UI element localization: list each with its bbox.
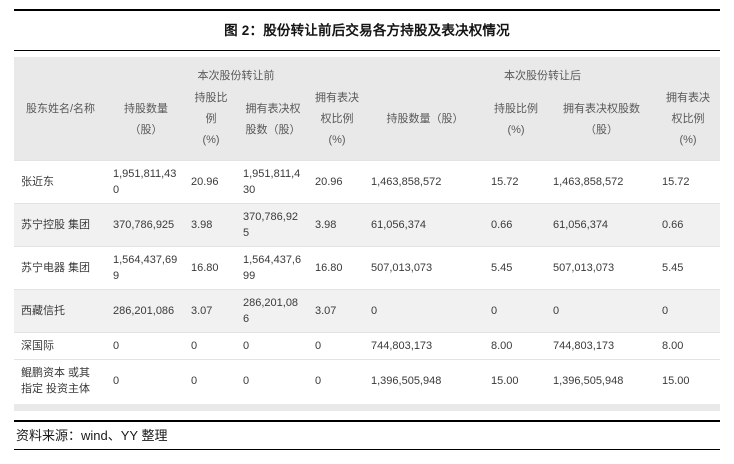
value-cell: 15.72 — [485, 160, 547, 204]
value-cell: 8.00 — [485, 332, 547, 360]
value-cell: 20.96 — [185, 160, 237, 204]
value-cell: 1,564,437,699 — [237, 246, 309, 290]
col-header-after-shares: 持股数量（股） — [365, 87, 485, 161]
data-source: 资料来源：wind、YY 整理 — [16, 428, 168, 443]
value-cell: 286,201,086 — [107, 289, 185, 333]
value-cell: 5.45 — [656, 246, 720, 290]
value-cell: 0 — [237, 332, 309, 360]
value-cell: 1,564,437,699 — [107, 246, 185, 290]
value-cell: 0.66 — [485, 203, 547, 247]
shareholder-name-cell: 西藏信托 — [14, 289, 107, 333]
value-cell: 15.00 — [485, 359, 547, 402]
value-cell: 0 — [309, 332, 365, 360]
value-cell: 0 — [107, 359, 185, 402]
value-cell: 0 — [185, 359, 237, 402]
value-cell: 0 — [485, 289, 547, 333]
value-cell: 20.96 — [309, 160, 365, 204]
col-header-after-voting-ratio: 拥有表决 权比例 (%) — [656, 87, 720, 161]
value-cell: 1,951,811,430 — [237, 160, 309, 204]
value-cell: 15.00 — [656, 359, 720, 402]
value-cell: 15.72 — [656, 160, 720, 204]
value-cell: 1,463,858,572 — [547, 160, 656, 204]
table-row: 西藏信托 286,201,086 3.07 286,201,086 3.07 0 0 0 0 — [14, 289, 720, 333]
col-header-shareholder: 股东姓名/名称 — [14, 57, 107, 161]
value-cell: 1,396,505,948 — [365, 359, 485, 402]
value-cell: 1,396,505,948 — [547, 359, 656, 402]
shareholder-name-cell: 鲲鹏资本 或其指定 投资主体 — [14, 359, 107, 402]
top-rule — [14, 9, 720, 11]
table-row: 苏宁控股 集团 370,786,925 3.98 370,786,925 3.98 61,… — [14, 203, 720, 247]
title-underline-rule — [14, 50, 720, 51]
value-cell: 3.98 — [309, 203, 365, 247]
table-row: 深国际 0 0 0 0 744,803,173 8.00 744,803,173 8.00 — [14, 332, 720, 360]
table-bottom-strip — [14, 404, 720, 411]
value-cell: 744,803,173 — [365, 332, 485, 360]
value-cell: 0 — [107, 332, 185, 360]
report-figure: 图 2：股份转让前后交易各方持股及表决权情况 股东姓名/名称 本次股份转让前 本… — [0, 9, 734, 450]
value-cell: 507,013,073 — [365, 246, 485, 290]
value-cell: 507,013,073 — [547, 246, 656, 290]
value-cell: 16.80 — [185, 246, 237, 290]
col-header-after-voting-shares: 拥有表决权股数 （股） — [547, 87, 656, 161]
value-cell: 3.07 — [309, 289, 365, 333]
value-cell: 5.45 — [485, 246, 547, 290]
group-header-before: 本次股份转让前 — [107, 57, 365, 87]
shareholder-name-cell: 张近东 — [14, 160, 107, 204]
shareholder-name-cell: 苏宁电器 集团 — [14, 246, 107, 290]
table-row: 苏宁电器 集团 1,564,437,699 16.80 1,564,437,699 16… — [14, 246, 720, 290]
value-cell: 0 — [309, 359, 365, 402]
value-cell: 0 — [656, 289, 720, 333]
value-cell: 3.98 — [185, 203, 237, 247]
value-cell: 744,803,173 — [547, 332, 656, 360]
value-cell: 0 — [547, 289, 656, 333]
value-cell: 0 — [185, 332, 237, 360]
figure-title: 图 2：股份转让前后交易各方持股及表决权情况 — [224, 23, 510, 38]
col-header-before-voting-shares: 拥有表决权 股数（股） — [237, 87, 309, 161]
holdings-table: 股东姓名/名称 本次股份转让前 本次股份转让后 持股数量 （股） 持股比 例 (… — [14, 57, 720, 402]
group-header-after: 本次股份转让后 — [365, 57, 720, 87]
value-cell: 16.80 — [309, 246, 365, 290]
table-body: 张近东 1,951,811,430 20.96 1,951,811,430 20.96 1… — [14, 160, 720, 402]
value-cell: 0 — [237, 359, 309, 402]
table-header: 股东姓名/名称 本次股份转让前 本次股份转让后 持股数量 （股） 持股比 例 (… — [14, 57, 720, 161]
value-cell: 1,463,858,572 — [365, 160, 485, 204]
col-header-after-share-ratio: 持股比例 (%) — [485, 87, 547, 161]
shareholder-name-cell: 苏宁控股 集团 — [14, 203, 107, 247]
value-cell: 286,201,086 — [237, 289, 309, 333]
value-cell: 1,951,811,430 — [107, 160, 185, 204]
value-cell: 61,056,374 — [547, 203, 656, 247]
source-top-rule — [14, 420, 720, 422]
shareholder-name-cell: 深国际 — [14, 332, 107, 360]
value-cell: 370,786,925 — [107, 203, 185, 247]
table-row: 张近东 1,951,811,430 20.96 1,951,811,430 20.96 1… — [14, 160, 720, 204]
value-cell: 61,056,374 — [365, 203, 485, 247]
bottom-rule — [14, 449, 720, 450]
col-header-before-shares: 持股数量 （股） — [107, 87, 185, 161]
col-header-before-voting-ratio: 拥有表决 权比例 (%) — [309, 87, 365, 161]
value-cell: 0 — [365, 289, 485, 333]
value-cell: 0.66 — [656, 203, 720, 247]
table-row: 鲲鹏资本 或其指定 投资主体 0 0 0 0 1,396,505,948 15.00 1,39… — [14, 359, 720, 402]
col-header-before-share-ratio: 持股比 例 (%) — [185, 87, 237, 161]
value-cell: 3.07 — [185, 289, 237, 333]
value-cell: 370,786,925 — [237, 203, 309, 247]
value-cell: 8.00 — [656, 332, 720, 360]
